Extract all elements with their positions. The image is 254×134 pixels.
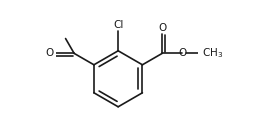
Text: CH$_3$: CH$_3$ <box>202 46 223 60</box>
Text: Cl: Cl <box>113 20 123 30</box>
Text: O: O <box>158 23 167 33</box>
Text: O: O <box>46 48 54 58</box>
Text: O: O <box>178 48 186 58</box>
